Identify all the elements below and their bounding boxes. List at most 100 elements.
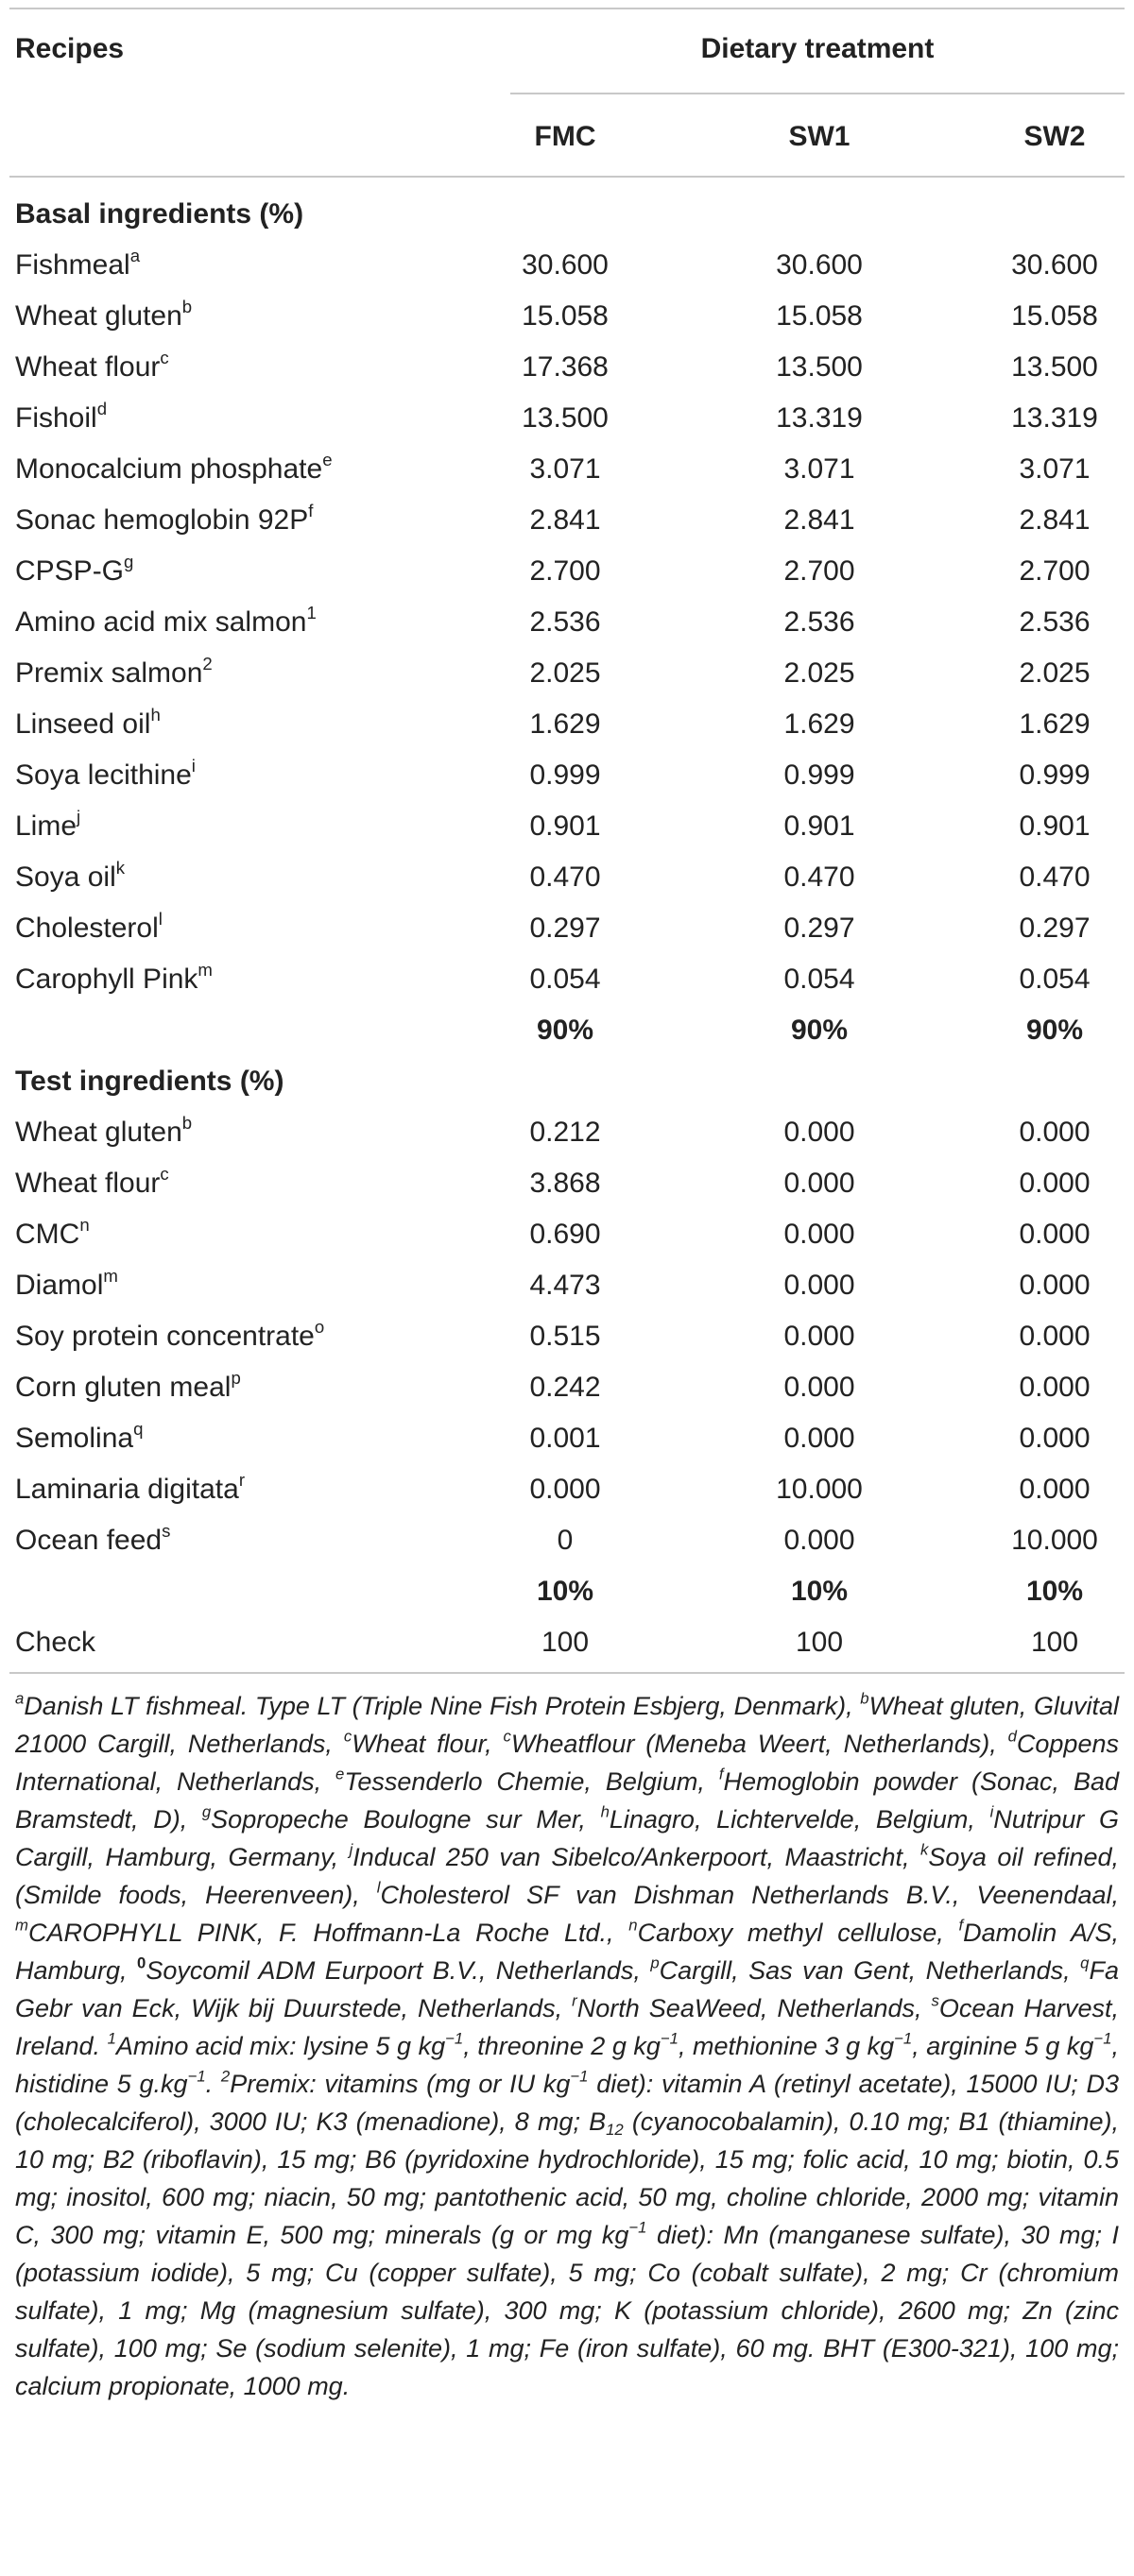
subscript: 12 <box>606 2121 624 2140</box>
value-cell: 0.212 <box>529 1117 601 1148</box>
footnote-mark: k <box>115 857 126 878</box>
footnote-mark: f <box>308 500 314 520</box>
footnote-mark: f <box>718 1765 724 1783</box>
footnote-mark: −1 <box>187 2067 206 2086</box>
value-cell: 2.841 <box>529 504 601 536</box>
value-cell: 13.500 <box>522 402 609 434</box>
value-cell: 3.868 <box>529 1168 601 1199</box>
total-cell: 10% <box>790 1576 849 1607</box>
footnote-mark: n <box>79 1214 90 1235</box>
footnote: aDanish LT fishmeal. Type LT (Triple Nin… <box>15 1687 1119 2405</box>
value-cell: 0.000 <box>783 1423 855 1454</box>
footnote-text: Hemoglobin powder (Sonac, Bad Bramstedt,… <box>15 1767 1119 1834</box>
footnote-mark: j <box>77 806 81 827</box>
value-cell: 0.000 <box>783 1525 855 1556</box>
footnote-text: Linagro, Lichtervelde, Belgium, <box>609 1805 990 1834</box>
row-label: CMCn <box>15 1209 90 1260</box>
footnote-mark: r <box>572 1991 577 2010</box>
ingredient-name: Carophyll Pink <box>15 964 198 995</box>
value-cell: 0.000 <box>783 1372 855 1403</box>
value-cell: 4.473 <box>529 1270 601 1301</box>
ingredient-name: Wheat flour <box>15 351 161 383</box>
footnote-text: Soycomil ADM Eurpoort B.V., Netherlands, <box>146 1956 651 1985</box>
value-cell: 0.000 <box>1019 1474 1091 1505</box>
row-label: Corn gluten mealp <box>15 1362 241 1413</box>
footnote-mark: g <box>124 551 134 571</box>
value-cell: 17.368 <box>522 351 609 383</box>
footnote-mark: l <box>158 908 163 929</box>
footnote-mark: c <box>160 347 169 367</box>
ingredient-name: Premix salmon <box>15 657 203 689</box>
ingredient-name: Soya lecithine <box>15 759 192 791</box>
rule <box>9 8 1125 9</box>
header-group: Dietary treatment <box>700 33 935 64</box>
ingredient-name: Corn gluten meal <box>15 1372 232 1403</box>
footnote-text: Fa Gebr van Eck, Wijk bij Duurstede, Net… <box>15 1956 1119 2022</box>
column-header: SW2 <box>1023 121 1086 152</box>
row-label: Diamolm <box>15 1260 118 1311</box>
footnote-mark: 1 <box>306 602 317 623</box>
value-cell: 0.901 <box>783 810 855 842</box>
value-cell: 0.000 <box>783 1168 855 1199</box>
total-cell: 10% <box>536 1576 594 1607</box>
footnote-text: Nutripur G Cargill, Hamburg, Germany, <box>15 1805 1119 1871</box>
ingredient-name: Wheat gluten <box>15 1117 182 1148</box>
value-cell: 13.500 <box>1011 351 1098 383</box>
footnote-mark: 0 <box>137 1953 146 1972</box>
footnote-mark: b <box>181 1112 193 1133</box>
value-cell: 100 <box>1030 1627 1079 1658</box>
value-cell: 2.841 <box>1019 504 1091 536</box>
footnote-text: , arginine 5 g kg <box>912 2032 1094 2060</box>
footnote-text: diet): vitamin A (retinyl acetate), 1500… <box>15 2070 1119 2136</box>
footnote-mark: l <box>376 1878 381 1897</box>
ingredient-name: CPSP-G <box>15 555 125 587</box>
value-cell: 0.297 <box>1019 913 1091 944</box>
footnote-text: Tessenderlo Chemie, Belgium, <box>344 1767 719 1796</box>
footnote-mark: q <box>133 1418 144 1439</box>
value-cell: 0.054 <box>529 964 601 995</box>
total-cell: 10% <box>1025 1576 1084 1607</box>
ingredient-name: CMC <box>15 1219 80 1250</box>
footnote-mark: s <box>162 1520 171 1541</box>
ingredient-name: Laminaria digitata <box>15 1474 239 1505</box>
row-label: Cholesteroll <box>15 903 163 954</box>
value-cell: 13.319 <box>1011 402 1098 434</box>
footnote-mark: 2 <box>220 2067 231 2086</box>
row-label: Soy protein concentrateo <box>15 1311 324 1362</box>
footnote-text: , threonine 2 g kg <box>463 2032 661 2060</box>
value-cell: 15.058 <box>522 300 609 332</box>
ingredient-name: Wheat gluten <box>15 300 182 332</box>
row-label: Monocalcium phosphatee <box>15 444 333 495</box>
footnote-mark: i <box>989 1802 994 1821</box>
footnote-mark: q <box>1080 1953 1090 1972</box>
value-cell: 0.000 <box>1019 1270 1091 1301</box>
row-label: Check <box>15 1627 96 1658</box>
value-cell: 0.000 <box>1019 1372 1091 1403</box>
footnote-mark: −1 <box>1093 2029 1112 2048</box>
row-label: Wheat flourc <box>15 1158 169 1209</box>
value-cell: 2.700 <box>529 555 601 587</box>
footnote-mark: a <box>129 245 141 265</box>
footnote-text: Carboxy methyl cellulose, <box>637 1919 959 1947</box>
footnote-mark: s <box>931 1991 939 2010</box>
value-cell: 2.700 <box>783 555 855 587</box>
footnote-mark: m <box>198 959 213 980</box>
footnote-mark: i <box>191 755 196 776</box>
footnote-text: Cargill, Sas van Gent, Netherlands, <box>659 1956 1081 1985</box>
row-label: Semolinaq <box>15 1413 143 1464</box>
row-label: Premix salmon2 <box>15 648 213 699</box>
header-cell: Recipes <box>15 33 125 64</box>
value-cell: 0.000 <box>1019 1423 1091 1454</box>
footnote-mark: h <box>150 704 161 725</box>
value-cell: 0.999 <box>1019 759 1091 791</box>
row-label: Fishoild <box>15 393 107 444</box>
row-label: Wheat glutenb <box>15 1107 192 1158</box>
rule <box>9 176 1125 178</box>
footnote-text: (cyanocobalamin), 0.10 mg; B1 (thiamine)… <box>15 2107 1119 2249</box>
value-cell: 15.058 <box>1011 300 1098 332</box>
footnote-text: Danish LT fishmeal. Type LT (Triple Nine… <box>24 1692 861 1720</box>
footnote-mark: m <box>103 1265 118 1286</box>
value-cell: 0.297 <box>783 913 855 944</box>
footnote-text: Ocean Harvest, Ireland. <box>15 1994 1120 2060</box>
footnote-mark: g <box>201 1802 212 1821</box>
